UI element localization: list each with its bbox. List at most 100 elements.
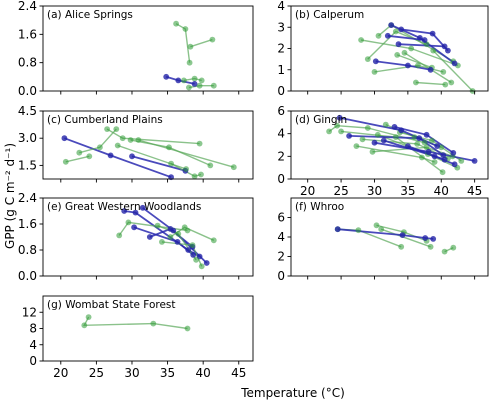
series-line <box>65 155 90 163</box>
data-point <box>183 166 190 172</box>
data-point <box>125 219 132 226</box>
data-point <box>429 137 435 144</box>
x-tick-label: 20 <box>53 366 68 380</box>
data-point <box>450 150 457 156</box>
data-point <box>97 144 103 151</box>
data-point <box>392 134 399 141</box>
data-point <box>336 114 343 121</box>
y-tick-label: 4 <box>29 338 37 352</box>
data-point <box>154 222 161 229</box>
panel-3: 1.5 3.0 4.5 (c) Cumberland Plains <box>18 104 254 183</box>
data-point <box>414 141 421 147</box>
data-point <box>450 244 457 251</box>
x-tick-label: 45 <box>467 184 482 198</box>
data-point <box>191 75 198 82</box>
axes-frame <box>42 5 254 92</box>
data-point <box>440 152 447 159</box>
panel-title: (a) Alice Springs <box>47 9 133 21</box>
panel-2: 0 1 2 3 4 (b) Calperum <box>277 0 489 98</box>
y-tick-label: 4 <box>277 127 285 141</box>
data-point <box>427 243 434 250</box>
data-point <box>184 325 191 332</box>
data-point <box>191 173 198 180</box>
y-tick-label: 4 <box>277 0 285 13</box>
data-point <box>196 140 203 147</box>
data-point <box>210 82 217 89</box>
data-point <box>174 239 181 245</box>
panel-7: 0 4 8 12 20 25 30 35 40 45 (g) Wombat State Forest <box>22 295 254 380</box>
panel-title: (c) Cumberland Plains <box>47 114 163 126</box>
data-point <box>187 43 194 50</box>
y-tick-label: 1.6 <box>18 217 37 231</box>
data-point <box>198 77 205 84</box>
data-point <box>326 128 332 135</box>
data-point <box>116 232 123 239</box>
x-tick-label: 35 <box>160 366 175 380</box>
data-point <box>359 136 366 143</box>
data-point <box>411 134 418 141</box>
y-tick-label: 12 <box>22 305 37 319</box>
panel-title: (e) Great Western Woodlands <box>47 201 201 213</box>
y-tick-label: 2.4 <box>18 0 37 13</box>
data-point <box>421 139 428 146</box>
data-point <box>186 59 193 66</box>
data-point <box>429 30 436 37</box>
data-point <box>107 152 114 159</box>
data-point <box>175 77 182 84</box>
panel-6: 0 2 4 6 (f) Whroo <box>277 197 489 283</box>
data-point <box>119 135 126 142</box>
y-tick-label: 1 <box>277 63 285 77</box>
data-point <box>413 79 419 86</box>
x-tick-label: 25 <box>89 366 104 380</box>
y-tick-label: 0.8 <box>18 243 37 257</box>
y-tick-label: 6 <box>277 211 285 225</box>
data-point <box>399 232 406 239</box>
y-tick-label: 0 <box>277 84 285 98</box>
data-point <box>371 139 378 146</box>
y-axis-label: GPP (g C m⁻² d⁻¹) <box>3 143 17 249</box>
data-point <box>168 160 175 167</box>
y-tick-label: 0.8 <box>18 56 37 70</box>
data-point <box>434 143 441 150</box>
data-point <box>85 314 92 320</box>
data-point <box>86 153 93 160</box>
data-point <box>378 226 385 233</box>
data-point <box>440 69 447 75</box>
series-line <box>337 228 434 240</box>
data-point <box>441 248 448 255</box>
data-point <box>338 128 344 135</box>
data-point <box>190 252 197 258</box>
data-point <box>369 148 376 155</box>
y-tick-label: 2 <box>277 250 285 264</box>
data-point <box>127 137 134 143</box>
data-point <box>458 158 465 164</box>
data-point <box>374 131 381 138</box>
x-tick-label: 40 <box>434 184 449 198</box>
data-point <box>421 37 428 43</box>
data-point <box>230 164 237 171</box>
y-tick-label: 4.5 <box>18 104 37 118</box>
y-tick-label: 3.0 <box>18 131 37 145</box>
data-point <box>175 230 182 237</box>
data-point <box>392 28 399 35</box>
data-point <box>353 143 360 150</box>
data-point <box>442 81 449 88</box>
data-point <box>189 242 196 249</box>
data-point <box>114 142 121 149</box>
data-point <box>471 158 478 164</box>
series-line <box>375 60 431 71</box>
y-tick-label: 1.6 <box>18 27 37 41</box>
data-point <box>373 222 380 229</box>
x-tick-label: 20 <box>300 184 315 198</box>
data-point <box>159 239 165 245</box>
data-point <box>441 156 448 163</box>
y-tick-label: 2 <box>277 149 285 163</box>
data-point <box>207 162 214 169</box>
data-point <box>430 47 437 54</box>
data-point <box>398 26 405 33</box>
axes-frame <box>290 110 489 180</box>
data-point <box>210 237 217 244</box>
data-point <box>355 227 362 234</box>
panel-title: (b) Calperum <box>295 9 364 21</box>
